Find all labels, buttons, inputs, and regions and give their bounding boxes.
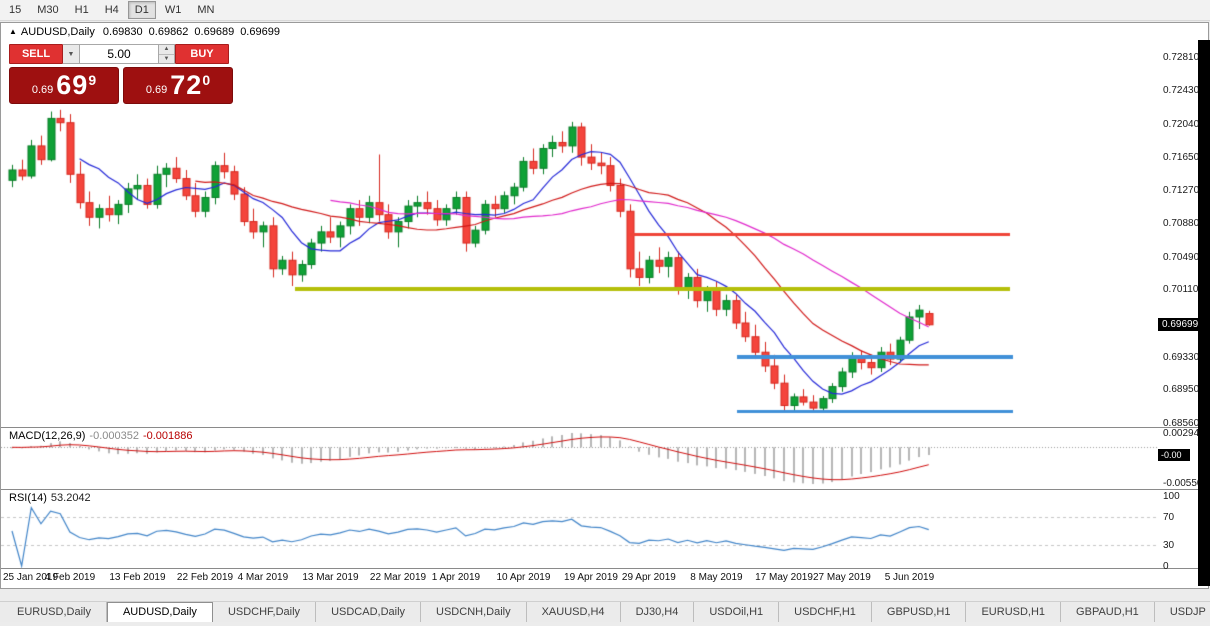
sell-price-digits: 69 xyxy=(56,70,89,100)
macd-axis-min: -0.00550 xyxy=(1163,478,1203,489)
date-axis-label: 17 May 2019 xyxy=(755,572,813,583)
volume-input[interactable]: 5.00 xyxy=(80,44,159,64)
sell-price-pip: 9 xyxy=(88,72,97,88)
date-axis-label: 1 Apr 2019 xyxy=(431,572,481,583)
chart-tabs-bar: EURUSD,Daily AUDUSD,Daily USDCHF,Daily USDC… xyxy=(0,601,1210,622)
date-axis-label: 5 Jun 2019 xyxy=(884,572,935,583)
price-axis-label: 0.68950 xyxy=(1163,384,1200,396)
tab-gbpusd-h1[interactable]: GBPUSD,H1 xyxy=(872,602,967,622)
pane-divider[interactable] xyxy=(1,568,1208,569)
rsi-indicator-canvas[interactable] xyxy=(1,490,1158,568)
one-click-trading-panel: SELL ▼ 5.00 ▲ ▼ BUY 0.69 69 9 0.69 72 0 xyxy=(9,44,239,104)
tab-xauusd-h4[interactable]: XAUUSD,H4 xyxy=(527,602,621,622)
sell-price-display[interactable]: 0.69 69 9 xyxy=(9,67,119,104)
open-value: 0.69830 xyxy=(102,26,143,38)
high-value: 0.69862 xyxy=(148,26,189,38)
date-axis-label: 4 Mar 2019 xyxy=(237,572,289,583)
macd-current-marker: -0.00 xyxy=(1158,449,1190,462)
buy-price-display[interactable]: 0.69 72 0 xyxy=(123,67,233,104)
timeframe-button-d1[interactable]: D1 xyxy=(127,1,156,19)
pane-divider[interactable] xyxy=(1,427,1208,428)
rsi-value: 53.2042 xyxy=(50,492,91,504)
tab-usdcnh-daily[interactable]: USDCNH,Daily xyxy=(421,602,527,622)
price-axis-label: 0.69330 xyxy=(1163,351,1200,363)
macd-signal-value: -0.001886 xyxy=(142,430,193,442)
tab-eurusd-h1[interactable]: EURUSD,H1 xyxy=(966,602,1062,622)
tab-usdchf-h1[interactable]: USDCHF,H1 xyxy=(779,602,872,622)
tab-eurusd-daily[interactable]: EURUSD,Daily xyxy=(2,602,107,622)
date-axis-label: 22 Mar 2019 xyxy=(369,572,427,583)
date-axis-label: 8 May 2019 xyxy=(690,572,743,583)
volume-decrease-button[interactable]: ▼ xyxy=(159,54,174,63)
macd-name: MACD(12,26,9) xyxy=(9,430,86,442)
date-axis-label: 13 Mar 2019 xyxy=(302,572,359,583)
tab-dj30-h4[interactable]: DJ30,H4 xyxy=(621,602,695,622)
buy-price-digits: 72 xyxy=(170,70,203,100)
tab-usdchf-daily[interactable]: USDCHF,Daily xyxy=(213,602,317,622)
date-axis-label: 22 Feb 2019 xyxy=(176,572,234,583)
volume-dropdown-button[interactable]: ▼ xyxy=(63,44,80,64)
buy-price-prefix: 0.69 xyxy=(145,83,168,96)
low-value: 0.69689 xyxy=(194,26,235,38)
date-axis-label: 29 Apr 2019 xyxy=(621,572,676,583)
macd-indicator-canvas[interactable] xyxy=(1,428,1158,489)
price-axis-label: 0.71270 xyxy=(1163,184,1200,196)
rsi-axis-label: 100 xyxy=(1163,491,1180,502)
price-axis-label: 0.70490 xyxy=(1163,251,1200,263)
collapse-chart-icon[interactable]: ▲ xyxy=(9,27,17,36)
timeframe-button-mn[interactable]: MN xyxy=(197,4,215,16)
macd-axis-max: 0.002942 xyxy=(1163,428,1205,439)
chart-window: ▲ AUDUSD,Daily 0.69830 0.69862 0.69689 0.6969… xyxy=(1,23,1208,588)
date-axis-label: 25 Jan 2019 xyxy=(3,572,59,583)
tab-audusd-daily[interactable]: AUDUSD,Daily xyxy=(106,602,213,622)
buy-price-pip: 0 xyxy=(202,72,211,88)
timeframe-button-m30[interactable]: M30 xyxy=(37,4,59,16)
rsi-axis-label: 70 xyxy=(1163,512,1175,523)
macd-main-value: -0.000352 xyxy=(89,430,139,442)
price-axis-label: 0.70880 xyxy=(1163,218,1200,230)
sell-price-prefix: 0.69 xyxy=(31,83,54,96)
volume-stepper: ▲ ▼ xyxy=(159,44,175,64)
rsi-name: RSI(14) xyxy=(9,492,47,504)
price-axis-label: 0.70110 xyxy=(1163,284,1199,296)
date-axis-label: 19 Apr 2019 xyxy=(564,572,618,583)
current-price-marker: 0.69699 xyxy=(1158,318,1202,332)
date-axis-label: 10 Apr 2019 xyxy=(496,572,551,583)
chart-symbol-label: AUDUSD,Daily xyxy=(20,26,95,38)
sell-button[interactable]: SELL xyxy=(9,44,63,64)
timeframe-button-h4[interactable]: H4 xyxy=(104,4,119,16)
chevron-down-icon: ▼ xyxy=(67,50,75,58)
chart-header: ▲ AUDUSD,Daily 0.69830 0.69862 0.69689 0.6969… xyxy=(9,26,286,38)
date-axis-label: 13 Feb 2019 xyxy=(109,572,166,583)
macd-indicator-label: MACD(12,26,9) -0.000352 -0.001886 xyxy=(9,430,193,442)
price-axis-label: 0.72430 xyxy=(1163,85,1200,97)
price-axis-label: 0.71650 xyxy=(1163,152,1200,164)
rsi-indicator-label: RSI(14) 53.2042 xyxy=(9,492,91,504)
date-axis-label: 27 May 2019 xyxy=(812,572,871,583)
timeframe-button-h1[interactable]: H1 xyxy=(74,4,89,16)
pane-divider[interactable] xyxy=(1,489,1208,490)
timeframe-button-w1[interactable]: W1 xyxy=(164,4,182,16)
rsi-axis-label: 0 xyxy=(1163,561,1169,572)
tab-gbpaud-h1[interactable]: GBPAUD,H1 xyxy=(1061,602,1155,622)
price-axis-label: 0.72810 xyxy=(1163,52,1200,64)
rsi-axis-label: 30 xyxy=(1163,540,1175,551)
volume-increase-button[interactable]: ▲ xyxy=(159,45,174,55)
timeframe-toolbar: 15 M30 H1 H4 D1 W1 MN xyxy=(0,0,1210,21)
right-edge-strip xyxy=(1198,40,1210,586)
date-axis-label: 4 Feb 2019 xyxy=(44,572,96,583)
tab-usdoil-h1[interactable]: USDOil,H1 xyxy=(694,602,780,622)
buy-button[interactable]: BUY xyxy=(175,44,229,64)
tab-usdcad-daily[interactable]: USDCAD,Daily xyxy=(316,602,422,622)
price-axis-label: 0.72040 xyxy=(1163,118,1200,130)
price-axis-label: 0.68560 xyxy=(1163,417,1200,429)
tab-usdjp[interactable]: USDJP xyxy=(1155,602,1210,622)
timeframe-button-15[interactable]: 15 xyxy=(9,4,22,16)
close-value: 0.69699 xyxy=(240,26,280,38)
